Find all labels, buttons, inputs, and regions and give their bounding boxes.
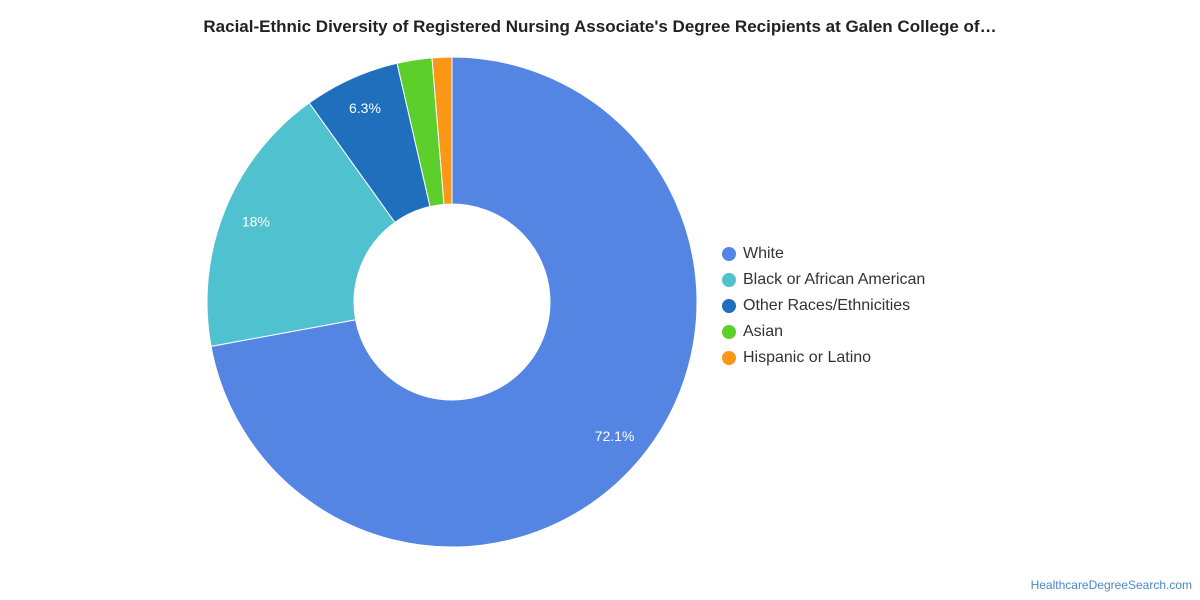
legend-swatch-icon — [722, 299, 736, 313]
legend-swatch-icon — [722, 325, 736, 339]
legend-swatch-icon — [722, 351, 736, 365]
legend-label: Asian — [743, 323, 784, 340]
legend-item-asian[interactable]: Asian — [722, 319, 925, 345]
data-label-white: 72.1% — [595, 428, 635, 444]
legend-item-black-or-african-american[interactable]: Black or African American — [722, 267, 925, 293]
legend-item-hispanic-or-latino[interactable]: Hispanic or Latino — [722, 345, 925, 371]
legend-swatch-icon — [722, 273, 736, 287]
legend: White Black or African American Other Race… — [722, 241, 925, 371]
legend-label: Black or African American — [743, 271, 926, 288]
legend-item-white[interactable]: White — [722, 241, 925, 267]
legend-item-other-races-ethnicities[interactable]: Other Races/Ethnicities — [722, 293, 925, 319]
slice-white[interactable] — [210, 56, 698, 548]
legend-swatch-icon — [722, 247, 736, 261]
legend-label: Other Races/Ethnicities — [743, 297, 911, 314]
data-label-black-or-african-american: 18% — [242, 214, 270, 230]
slice-hispanic-or-latino[interactable] — [431, 56, 453, 205]
data-label-other-races-ethnicities: 6.3% — [349, 100, 381, 116]
slice-black-or-african-american[interactable] — [206, 102, 396, 347]
source-credit[interactable]: HealthcareDegreeSearch.com — [1030, 578, 1192, 592]
legend-label: White — [743, 245, 784, 262]
legend-label: Hispanic or Latino — [743, 349, 872, 366]
chart-title: Racial-Ethnic Diversity of Registered Nu… — [203, 17, 997, 36]
